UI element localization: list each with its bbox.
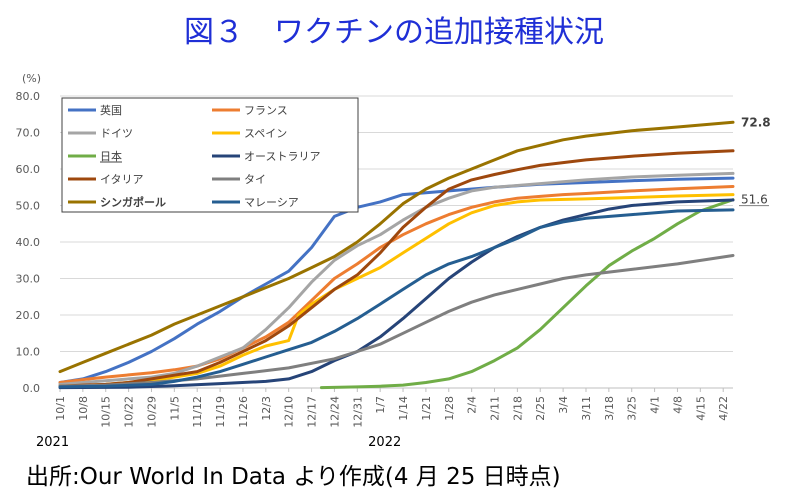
- end-labels: 72.8 51.6: [739, 115, 771, 207]
- series-line: [58, 149, 735, 388]
- x-tick-label: 2/18: [511, 396, 524, 421]
- end-label: 72.8: [741, 115, 771, 129]
- chart-title: 図３ ワクチンの追加接種状況: [184, 15, 604, 50]
- x-tick-label: 11/19: [214, 396, 227, 428]
- x-tick-label: 3/25: [626, 396, 639, 421]
- x-tick-label: 12/10: [283, 396, 296, 428]
- legend-entry: オーストラリア: [244, 150, 320, 163]
- year-label: 2022: [368, 435, 401, 450]
- x-tick-label: 10/8: [77, 396, 90, 421]
- y-tick-label: 40.0: [16, 236, 41, 249]
- y-tick-label: 80.0: [16, 90, 41, 103]
- legend-entry: イタリア: [100, 173, 144, 186]
- x-tick-label: 3/11: [580, 396, 593, 421]
- x-tick-label: 10/29: [145, 396, 158, 428]
- x-tick-label: 11/12: [191, 396, 204, 428]
- x-tick-label: 1/21: [420, 396, 433, 421]
- series-line: [58, 198, 735, 390]
- legend-box: [61, 97, 359, 213]
- y-axis-unit: (%): [22, 72, 41, 85]
- series-line: [58, 254, 735, 388]
- source-note: 出所:Our World In Data より作成(4 月 25 日時点): [26, 464, 561, 490]
- x-tick-label: 10/1: [54, 396, 67, 421]
- y-tick-label: 70.0: [16, 127, 41, 140]
- x-tick-label: 1/28: [443, 396, 456, 421]
- y-tick-label: 10.0: [16, 346, 41, 359]
- x-tick-label: 10/22: [123, 396, 136, 428]
- x-tick-label: 2/11: [489, 396, 502, 421]
- x-tick-label: 2/4: [466, 396, 479, 414]
- end-label: 51.6: [741, 193, 768, 207]
- y-tick-label: 20.0: [16, 309, 41, 322]
- x-tick-label: 12/3: [260, 396, 273, 421]
- y-tick-label: 30.0: [16, 273, 41, 286]
- x-tick-label: 1/14: [397, 396, 410, 421]
- year-label: 2021: [36, 435, 69, 450]
- series-line: [58, 120, 735, 374]
- x-tick-label: 10/15: [100, 396, 113, 428]
- legend-entry: タイ: [244, 173, 266, 186]
- series-line: [319, 198, 735, 390]
- legend-entry: スペイン: [244, 127, 287, 140]
- x-tick-label: 3/4: [557, 396, 570, 414]
- x-tick-label: 4/1: [649, 396, 662, 414]
- x-tick-label: 11/5: [168, 396, 181, 421]
- x-tick-label: 12/24: [328, 396, 341, 428]
- series-line: [58, 208, 735, 389]
- legend-entry: フランス: [244, 104, 288, 117]
- x-tick-label: 2/25: [534, 396, 547, 421]
- x-tick-label: 12/17: [306, 396, 319, 428]
- axes: 0.0 10.0 20.0 30.0 40.0 50.0 60.0 70.0 80.0 (%) 10…: [16, 72, 733, 450]
- series-line: [58, 171, 735, 386]
- legend-entry: ドイツ: [100, 127, 133, 140]
- legend-entry: マレーシア: [244, 196, 299, 209]
- x-tick-label: 1/7: [374, 396, 387, 414]
- series-line: [58, 185, 735, 384]
- x-tick-label: 4/15: [694, 396, 707, 421]
- legend-entry: 日本: [100, 149, 122, 163]
- x-tick-label: 12/31: [351, 396, 364, 428]
- y-tick-label: 0.0: [23, 382, 41, 395]
- y-tick-label: 50.0: [16, 200, 41, 213]
- x-tick-label: 3/18: [603, 396, 616, 421]
- x-tick-label: 4/8: [671, 396, 684, 414]
- x-tick-label: 11/26: [237, 396, 250, 428]
- legend-entry: シンガポール: [100, 195, 166, 209]
- legend-entry: 英国: [100, 103, 122, 117]
- y-tick-label: 60.0: [16, 163, 41, 176]
- series-lines: [58, 120, 735, 390]
- x-tick-label: 4/22: [717, 396, 730, 421]
